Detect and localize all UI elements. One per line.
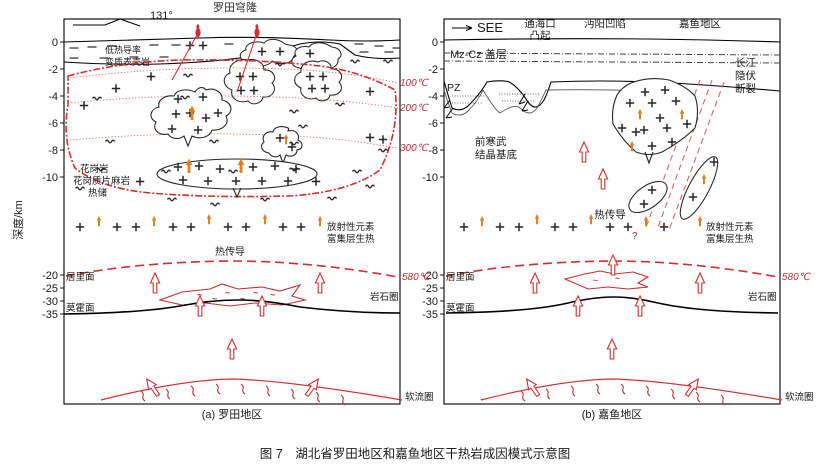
- svg-text:-4: -4: [48, 91, 58, 103]
- svg-text:~: ~: [593, 275, 598, 285]
- svg-text:~: ~: [270, 290, 275, 300]
- svg-text:富集层生热: 富集层生热: [706, 233, 754, 245]
- svg-text:580℃: 580℃: [782, 272, 812, 283]
- svg-text:富集层生热: 富集层生热: [327, 233, 375, 245]
- svg-text:-2: -2: [48, 64, 58, 76]
- svg-text:长江: 长江: [735, 57, 756, 69]
- svg-text:131°: 131°: [150, 10, 173, 22]
- svg-text:580℃: 580℃: [402, 272, 432, 283]
- svg-text:~: ~: [212, 294, 217, 304]
- svg-text:-25: -25: [42, 283, 58, 295]
- svg-text:-35: -35: [42, 309, 58, 321]
- svg-text:凸起: 凸起: [530, 30, 551, 42]
- svg-text:SEE: SEE: [477, 20, 503, 35]
- svg-text:通海口: 通海口: [524, 17, 556, 30]
- svg-text:-4: -4: [428, 91, 438, 103]
- svg-text:变质表壳岩: 变质表壳岩: [105, 56, 150, 67]
- svg-text:低热导率: 低热导率: [105, 44, 141, 55]
- svg-text:?: ?: [632, 231, 638, 242]
- svg-text:沔阳凹陷: 沔阳凹陷: [584, 17, 626, 30]
- svg-text:岩石圈: 岩石圈: [370, 291, 399, 303]
- svg-text:0: 0: [432, 37, 438, 49]
- svg-text:岩石圈: 岩石圈: [748, 291, 777, 303]
- svg-text:-20: -20: [42, 270, 58, 282]
- svg-text:PZ: PZ: [447, 82, 461, 94]
- svg-text:100℃: 100℃: [400, 78, 430, 89]
- svg-text:罗田穹隆: 罗田穹隆: [213, 0, 257, 14]
- svg-text:莫霍面: 莫霍面: [446, 302, 475, 314]
- svg-text:Mz-Cz 盖层: Mz-Cz 盖层: [450, 47, 507, 61]
- svg-text:-8: -8: [428, 145, 438, 157]
- svg-text:-8: -8: [48, 145, 58, 157]
- svg-text:200℃: 200℃: [399, 103, 430, 114]
- svg-text:~: ~: [240, 294, 245, 304]
- svg-text:热传导: 热传导: [594, 208, 626, 221]
- svg-text:居里面: 居里面: [66, 272, 95, 283]
- svg-text:-10: -10: [422, 172, 438, 184]
- svg-text:-6: -6: [48, 118, 58, 130]
- svg-text:热储: 热储: [88, 187, 108, 199]
- svg-text:断裂: 断裂: [735, 82, 756, 95]
- svg-text:-6: -6: [428, 118, 438, 130]
- svg-text:居里面: 居里面: [446, 272, 475, 283]
- svg-text:-30: -30: [42, 296, 58, 308]
- svg-text:(a) 罗田地区: (a) 罗田地区: [202, 408, 263, 421]
- svg-text:300℃: 300℃: [400, 143, 430, 154]
- svg-text:-10: -10: [42, 172, 58, 184]
- svg-text:放射性元素: 放射性元素: [706, 221, 754, 233]
- svg-text:-25: -25: [422, 283, 438, 295]
- svg-text:深度/km: 深度/km: [11, 200, 25, 240]
- svg-text:(b) 嘉鱼地区: (b) 嘉鱼地区: [582, 407, 643, 421]
- svg-text:嘉鱼地区: 嘉鱼地区: [679, 17, 721, 30]
- svg-text:花岗岩: 花岗岩: [80, 163, 109, 175]
- svg-text:~: ~: [225, 288, 230, 298]
- svg-text:-2: -2: [428, 64, 438, 76]
- svg-text:软流圈: 软流圈: [405, 391, 434, 403]
- svg-text:前寒武: 前寒武: [475, 135, 507, 148]
- svg-text:软流圈: 软流圈: [785, 391, 814, 403]
- svg-text:隐伏: 隐伏: [735, 69, 756, 82]
- svg-text:结晶基底: 结晶基底: [475, 148, 517, 161]
- svg-text:热传导: 热传导: [215, 245, 245, 258]
- svg-text:0: 0: [52, 37, 58, 49]
- svg-text:图 7 湖北省罗田地区和嘉鱼地区干热岩成因模式示意图: 图 7 湖北省罗田地区和嘉鱼地区干热岩成因模式示意图: [260, 446, 570, 461]
- svg-text:放射性元素: 放射性元素: [327, 221, 375, 233]
- svg-text:~: ~: [253, 288, 258, 298]
- svg-text:莫霍面: 莫霍面: [66, 302, 95, 314]
- svg-text:-35: -35: [422, 309, 438, 321]
- svg-text:花岗质片麻岩: 花岗质片麻岩: [73, 175, 130, 187]
- svg-text:~: ~: [615, 273, 620, 283]
- svg-text:-30: -30: [422, 296, 438, 308]
